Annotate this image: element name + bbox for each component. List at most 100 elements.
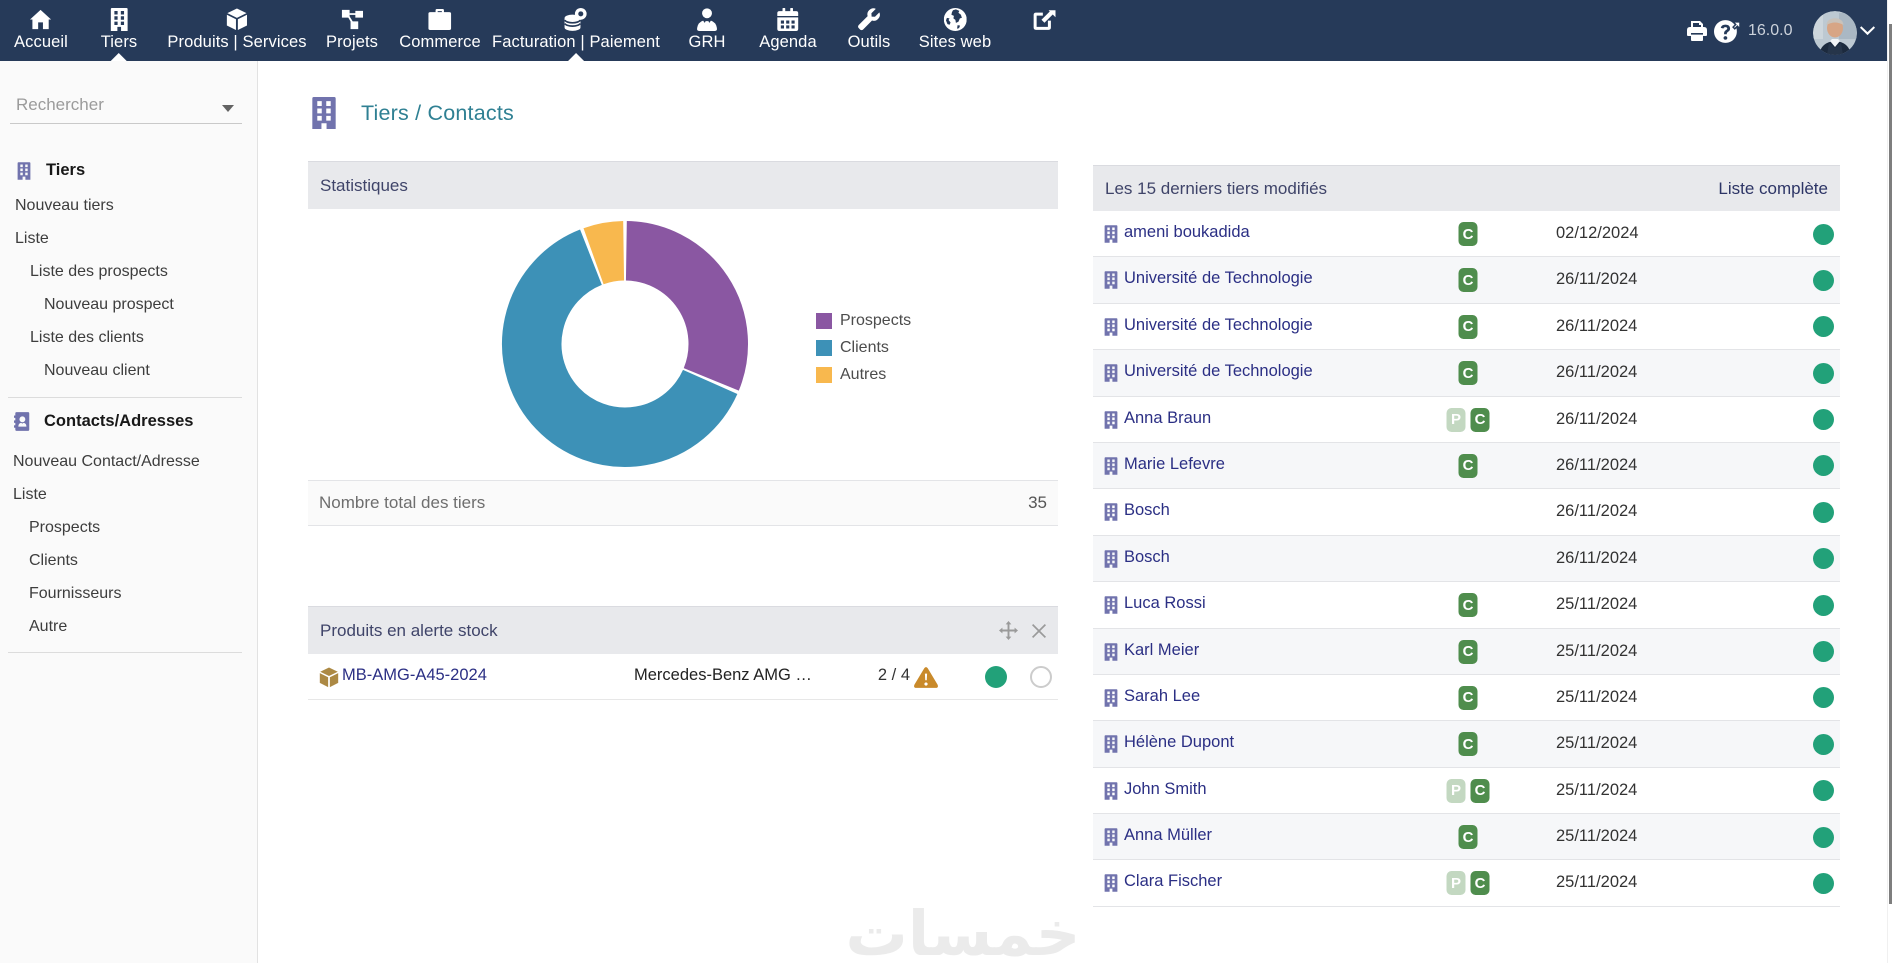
search-input[interactable]: [10, 92, 242, 124]
thirdparty-link[interactable]: Luca Rossi: [1124, 594, 1206, 613]
thirdparty-link[interactable]: Université de Technologie: [1124, 362, 1313, 381]
building-icon: [1104, 364, 1118, 382]
badge-c: C: [1458, 732, 1478, 757]
modified-date: 26/11/2024: [1556, 316, 1638, 335]
sidebar-item-autre[interactable]: Autre: [29, 618, 68, 635]
thirdparty-link[interactable]: Karl Meier: [1124, 640, 1200, 659]
thirdparty-link[interactable]: Anna Braun: [1124, 408, 1212, 427]
sidebar-item-nouveau-prospect[interactable]: Nouveau prospect: [44, 296, 174, 313]
coins-icon: [565, 8, 588, 31]
menu-tab-tiers[interactable]: Tiers: [101, 0, 138, 61]
cube-icon: [226, 8, 249, 31]
table-row: Bosch 26/11/2024: [1093, 535, 1840, 583]
thirdparty-link[interactable]: Université de Technologie: [1124, 269, 1313, 288]
menu-tab-grh[interactable]: GRH: [689, 0, 726, 61]
scrollbar[interactable]: [1887, 0, 1892, 963]
table-row: Université de Technologie C 26/11/2024: [1093, 257, 1840, 304]
stock-alert-title: Produits en alerte stock: [320, 620, 498, 640]
modified-date: 02/12/2024: [1556, 224, 1639, 242]
modified-date: 26/11/2024: [1556, 270, 1638, 289]
menu-tab-accueil[interactable]: Accueil: [14, 0, 68, 61]
sidebar-item-liste-des-clients[interactable]: Liste des clients: [30, 329, 144, 346]
status-dot: [1813, 872, 1834, 894]
menu-tab-external[interactable]: [1033, 0, 1056, 61]
move-box-icon[interactable]: [999, 621, 1018, 640]
sidebar-item-clients[interactable]: Clients: [29, 552, 78, 569]
thirdparty-link[interactable]: John Smith: [1124, 779, 1207, 798]
building-icon: [1104, 874, 1118, 892]
menu-tab-commerce[interactable]: Commerce: [399, 0, 481, 61]
menu-tab-outils[interactable]: Outils: [848, 0, 891, 61]
modified-date: 25/11/2024: [1556, 780, 1638, 799]
menu-tab-projets[interactable]: Projets: [326, 0, 378, 61]
legend-swatch: [816, 339, 832, 356]
badge-c: C: [1458, 825, 1478, 850]
recent-box-header: Les 15 derniers tiers modifiés Liste com…: [1093, 165, 1840, 211]
status-badges: C: [1458, 825, 1478, 850]
thirdparty-link[interactable]: Clara Fischer: [1124, 872, 1223, 891]
sidebar-item-liste-des-prospects[interactable]: Liste des prospects: [30, 263, 168, 280]
status-dot: [1813, 687, 1834, 709]
building-icon: [1104, 411, 1118, 429]
print-icon[interactable]: [1687, 21, 1707, 41]
status-dot: [1813, 780, 1834, 802]
sidebar: Tiers Nouveau tiers Liste Liste des pros…: [0, 61, 258, 963]
sidebar-item-fournisseurs[interactable]: Fournisseurs: [29, 585, 122, 602]
badge-c: C: [1458, 268, 1478, 293]
full-list-link[interactable]: Liste complète: [1718, 178, 1828, 198]
status-badges: C: [1458, 314, 1478, 339]
sidebar-item-nouveau-tiers[interactable]: Nouveau tiers: [15, 197, 114, 214]
sidebar-item-nouveau-client[interactable]: Nouveau client: [44, 362, 150, 379]
thirdparty-link[interactable]: Université de Technologie: [1124, 315, 1313, 334]
legend-swatch: [816, 312, 832, 329]
product-icon: [319, 667, 339, 688]
thirdparty-link[interactable]: Bosch: [1124, 501, 1170, 520]
sidebar-item-liste-contacts[interactable]: Liste: [13, 486, 47, 503]
stock-status-dot: [985, 666, 1007, 688]
search-row: [10, 92, 242, 124]
menu-tab-sites-web[interactable]: Sites web: [919, 0, 991, 61]
table-row: Bosch 26/11/2024: [1093, 489, 1840, 536]
menu-tab-agenda[interactable]: Agenda: [759, 0, 817, 61]
sidebar-section-contacts[interactable]: Contacts/Adresses: [14, 412, 193, 431]
thirdparty-link[interactable]: Sarah Lee: [1124, 686, 1201, 705]
modified-date: 26/11/2024: [1556, 548, 1638, 567]
sidebar-item-liste-tiers[interactable]: Liste: [15, 230, 49, 247]
active-tab-notch: [111, 53, 127, 61]
scrollbar-thumb[interactable]: [1889, 24, 1892, 904]
home-icon: [29, 8, 52, 31]
close-box-icon[interactable]: [1032, 624, 1046, 638]
search-caret-icon[interactable]: [222, 105, 234, 112]
chart-legend: Prospects Clients Autres: [816, 307, 911, 388]
wrench-icon: [858, 8, 881, 31]
legend-label: Prospects: [840, 311, 912, 329]
menu-tab-produits-services[interactable]: Produits | Services: [167, 0, 306, 61]
sidebar-section-tiers[interactable]: Tiers: [17, 161, 85, 180]
table-row: Marie Lefevre C 26/11/2024: [1093, 442, 1840, 490]
donut-slice-clients: [502, 229, 738, 467]
thirdparty-link[interactable]: ameni boukadida: [1124, 223, 1250, 241]
table-row: Luca Rossi C 25/11/2024: [1093, 582, 1840, 629]
status-dot: [1813, 594, 1834, 616]
thirdparty-link[interactable]: Hélène Dupont: [1124, 733, 1235, 752]
building-icon: [1104, 550, 1118, 568]
user-avatar[interactable]: [1813, 11, 1857, 55]
modified-date: 25/11/2024: [1556, 734, 1638, 753]
breadcrumb: Tiers / Contacts: [311, 97, 514, 129]
user-tie-icon: [696, 8, 719, 31]
menu-tab-facturation-paiement[interactable]: Facturation | Paiement: [492, 0, 660, 61]
status-badges: C: [1458, 685, 1478, 710]
box-tools: [985, 621, 1046, 640]
building-icon: [1104, 457, 1118, 475]
sidebar-item-nouveau-contact[interactable]: Nouveau Contact/Adresse: [13, 453, 200, 470]
stock-alert-box: Produits en alerte stock MB-AMG-A45-2024…: [308, 606, 1058, 700]
chevron-down-icon[interactable]: [1860, 25, 1875, 36]
thirdparty-link[interactable]: Marie Lefevre: [1124, 454, 1225, 473]
thirdparty-link[interactable]: Bosch: [1124, 547, 1170, 566]
help-icon[interactable]: [1714, 20, 1741, 43]
product-ref-link[interactable]: MB-AMG-A45-2024: [342, 666, 487, 684]
thirdparty-link[interactable]: Anna Müller: [1124, 826, 1213, 845]
sidebar-item-prospects[interactable]: Prospects: [29, 519, 101, 536]
